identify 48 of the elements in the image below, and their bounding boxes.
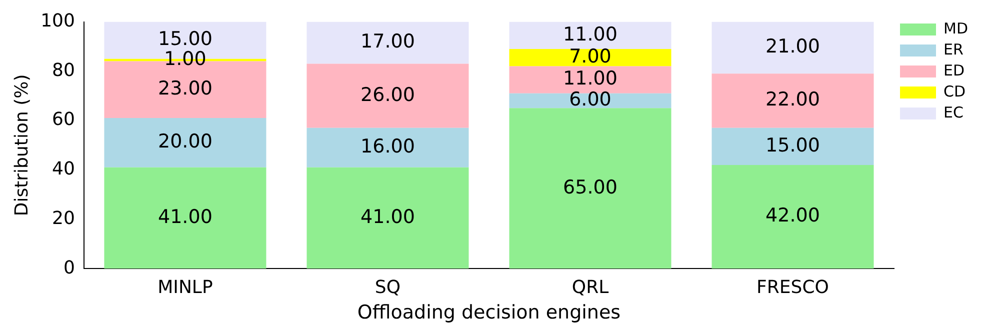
legend-label: MD xyxy=(944,19,968,38)
bar xyxy=(712,22,874,74)
x-tick-label: SQ xyxy=(374,277,401,298)
data-label: 42.00 xyxy=(766,204,820,227)
data-label: 20.00 xyxy=(158,130,212,153)
y-tick-label: 60 xyxy=(52,109,75,130)
bar xyxy=(104,167,266,269)
bar xyxy=(509,93,672,108)
data-label: 11.00 xyxy=(563,68,618,90)
data-label: 11.00 xyxy=(563,23,618,46)
legend-label: ED xyxy=(944,61,965,80)
bar xyxy=(712,164,874,269)
y-tick-label: 0 xyxy=(64,257,75,278)
data-label: 15.00 xyxy=(766,134,820,156)
data-label: 23.00 xyxy=(158,78,212,100)
x-axis-title: Offloading decision engines xyxy=(357,302,621,324)
x-tick-label: QRL xyxy=(572,277,609,298)
bar xyxy=(306,128,469,168)
data-label: 41.00 xyxy=(158,206,212,228)
x-tick-label: MINLP xyxy=(158,277,213,298)
y-tick-label: 100 xyxy=(40,10,75,32)
y-tick-label: 40 xyxy=(52,158,75,180)
bar xyxy=(306,64,469,128)
data-label: 26.00 xyxy=(360,84,415,106)
bar xyxy=(306,22,469,64)
data-label: 41.00 xyxy=(360,206,415,228)
data-label: 17.00 xyxy=(360,30,415,53)
data-label: 21.00 xyxy=(766,36,820,58)
bar xyxy=(712,128,874,165)
bar xyxy=(712,74,874,128)
data-label: 16.00 xyxy=(360,136,415,158)
bar xyxy=(509,108,672,269)
data-label: 15.00 xyxy=(158,28,212,50)
legend-label: CD xyxy=(944,82,966,100)
data-label: 22.00 xyxy=(766,88,820,111)
bar xyxy=(104,118,266,168)
data-label: 6.00 xyxy=(569,88,612,111)
legend-label: ER xyxy=(944,40,964,58)
x-tick-label: FRESCO xyxy=(756,277,829,298)
bar xyxy=(509,48,672,66)
data-label: 65.00 xyxy=(563,176,618,198)
bar xyxy=(306,167,469,269)
legend-label: EC xyxy=(944,103,964,122)
bar xyxy=(509,22,672,49)
y-axis-title: Distribution (%) xyxy=(11,74,32,216)
y-tick-label: 20 xyxy=(52,208,75,229)
y-tick-label: 80 xyxy=(52,60,75,81)
data-label: 7.00 xyxy=(569,46,612,68)
